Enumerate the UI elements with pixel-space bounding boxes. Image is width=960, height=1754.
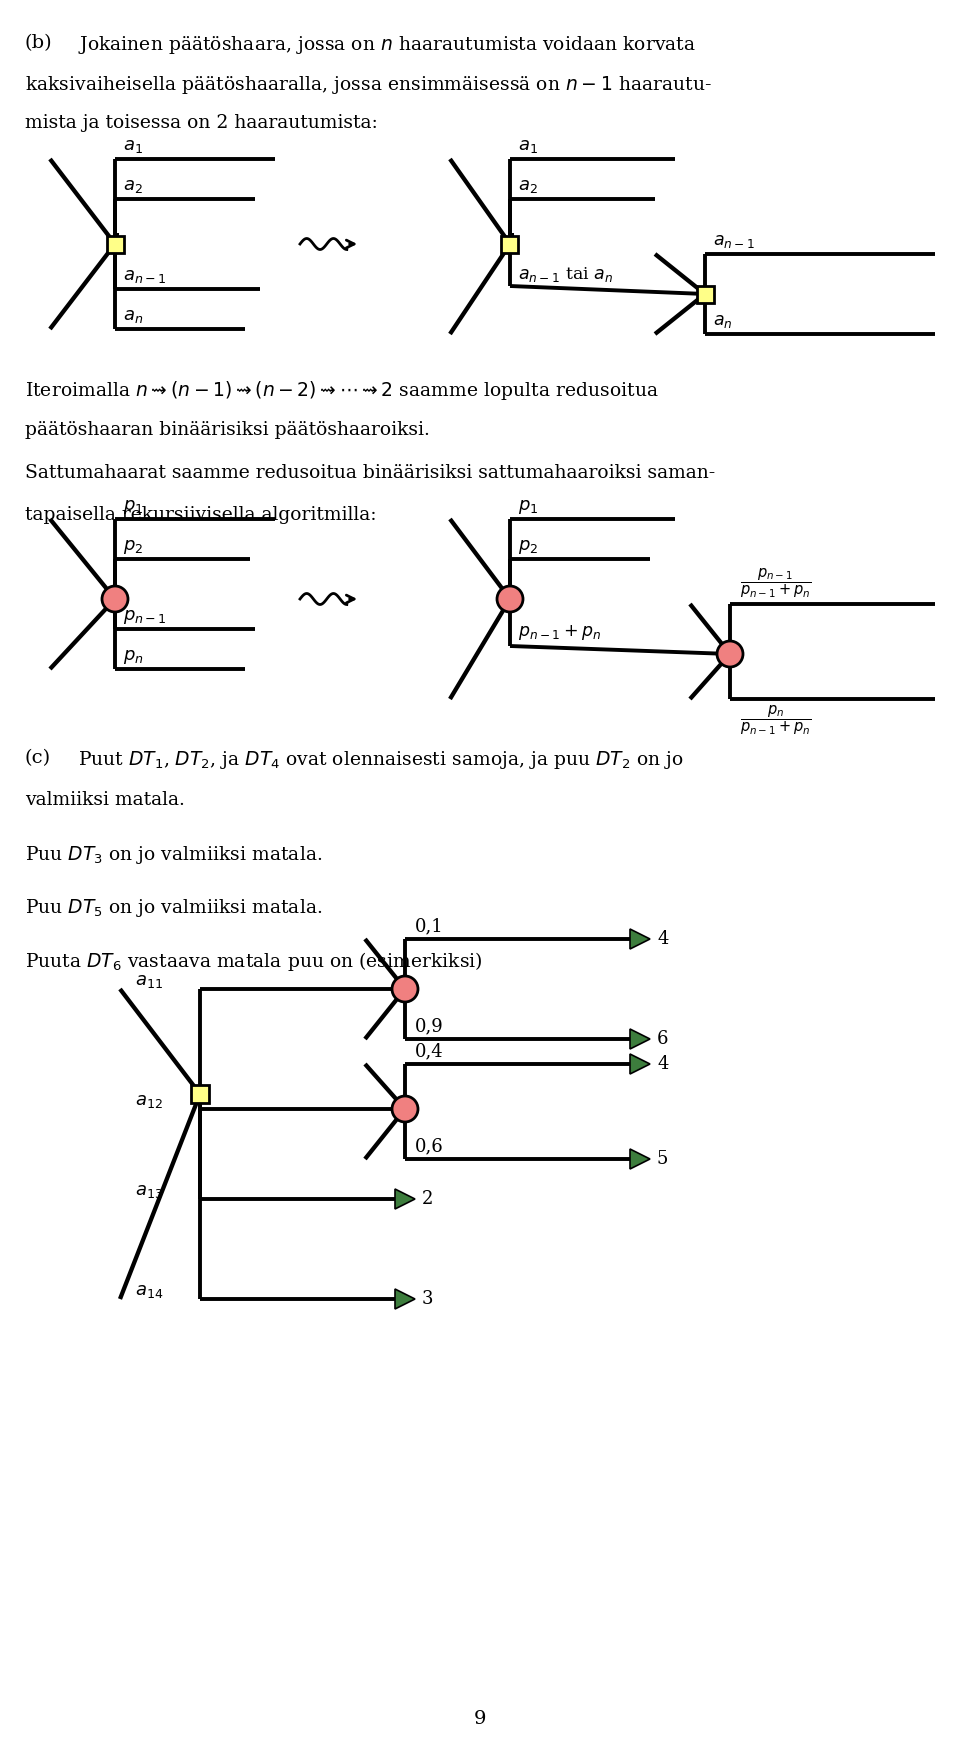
Text: 0,4: 0,4: [415, 1042, 444, 1059]
Text: $p_2$: $p_2$: [518, 538, 539, 556]
Text: $p_{n-1}$: $p_{n-1}$: [123, 609, 167, 626]
Text: kaksivaiheisella päätöshaaralla, jossa ensimmäisessä on $n-1$ haarautu-: kaksivaiheisella päätöshaaralla, jossa e…: [25, 74, 712, 96]
Text: $p_1$: $p_1$: [123, 498, 143, 516]
Text: 5: 5: [657, 1151, 668, 1168]
Text: $\vdots$: $\vdots$: [500, 588, 516, 610]
Polygon shape: [630, 1054, 650, 1073]
Text: 2: 2: [422, 1189, 433, 1209]
Text: $p_{n-1}+p_n$: $p_{n-1}+p_n$: [518, 623, 601, 642]
Text: 0,9: 0,9: [415, 1017, 444, 1035]
Text: $a_1$: $a_1$: [518, 137, 538, 154]
Text: $\vdots$: $\vdots$: [106, 233, 121, 256]
Text: $\dfrac{p_n}{p_{n-1}+p_n}$: $\dfrac{p_n}{p_{n-1}+p_n}$: [740, 703, 811, 737]
Text: 4: 4: [657, 930, 668, 947]
Text: Puuta $DT_6$ vastaava matala puu on (esimerkiksi): Puuta $DT_6$ vastaava matala puu on (esi…: [25, 951, 483, 973]
Text: $a_2$: $a_2$: [518, 177, 538, 195]
Text: $a_{12}$: $a_{12}$: [135, 1093, 163, 1110]
Text: $a_{n-1}$: $a_{n-1}$: [123, 267, 166, 284]
Circle shape: [392, 975, 418, 1002]
Text: (c): (c): [25, 749, 51, 766]
Text: $\dfrac{p_{n-1}}{p_{n-1}+p_n}$: $\dfrac{p_{n-1}}{p_{n-1}+p_n}$: [740, 567, 811, 600]
Text: 0,6: 0,6: [415, 1137, 444, 1154]
Text: $p_1$: $p_1$: [518, 498, 539, 516]
Bar: [107, 235, 124, 253]
Text: $p_2$: $p_2$: [123, 538, 143, 556]
Text: 9: 9: [473, 1710, 487, 1728]
Bar: [501, 235, 518, 253]
Text: $\vdots$: $\vdots$: [106, 588, 121, 610]
Text: 3: 3: [422, 1289, 434, 1308]
Polygon shape: [630, 1149, 650, 1168]
Text: 0,1: 0,1: [415, 917, 444, 935]
Text: Sattumahaarat saamme redusoitua binäärisiksi sattumahaaroiksi saman-: Sattumahaarat saamme redusoitua binääris…: [25, 465, 715, 482]
Text: tapaisella rekursiivisella algoritmilla:: tapaisella rekursiivisella algoritmilla:: [25, 505, 376, 524]
Circle shape: [102, 586, 128, 612]
Polygon shape: [395, 1189, 415, 1209]
Text: Puu $DT_5$ on jo valmiiksi matala.: Puu $DT_5$ on jo valmiiksi matala.: [25, 896, 323, 919]
Polygon shape: [395, 1289, 415, 1308]
Text: $a_2$: $a_2$: [123, 177, 143, 195]
Text: Iteroimalla $n \leadsto (n-1) \leadsto (n-2) \leadsto \cdots \leadsto 2$ saamme : Iteroimalla $n \leadsto (n-1) \leadsto (…: [25, 379, 659, 402]
Circle shape: [497, 586, 523, 612]
Text: $a_{13}$: $a_{13}$: [135, 1182, 163, 1200]
Text: $a_{n-1}$ tai $a_n$: $a_{n-1}$ tai $a_n$: [518, 265, 613, 284]
Circle shape: [392, 1096, 418, 1123]
Polygon shape: [630, 930, 650, 949]
Text: $\vdots$: $\vdots$: [500, 233, 516, 256]
Text: Puut $DT_1$, $DT_2$, ja $DT_4$ ovat olennaisesti samoja, ja puu $DT_2$ on jo: Puut $DT_1$, $DT_2$, ja $DT_4$ ovat olen…: [78, 749, 684, 772]
Bar: [191, 1086, 209, 1103]
Text: 4: 4: [657, 1054, 668, 1073]
Text: Puu $DT_3$ on jo valmiiksi matala.: Puu $DT_3$ on jo valmiiksi matala.: [25, 844, 323, 866]
Text: 6: 6: [657, 1030, 668, 1047]
Text: $a_n$: $a_n$: [713, 312, 732, 330]
Text: $a_n$: $a_n$: [123, 307, 143, 324]
Text: $a_{11}$: $a_{11}$: [135, 972, 163, 989]
Text: $a_{14}$: $a_{14}$: [135, 1282, 163, 1300]
Text: (b): (b): [25, 33, 53, 53]
Circle shape: [717, 640, 743, 667]
Text: päätöshaaran binäärisiksi päätöshaaroiksi.: päätöshaaran binäärisiksi päätöshaaroiks…: [25, 421, 430, 438]
Text: $p_n$: $p_n$: [123, 647, 144, 667]
Text: mista ja toisessa on 2 haarautumista:: mista ja toisessa on 2 haarautumista:: [25, 114, 377, 132]
Bar: [697, 286, 713, 302]
Text: $a_1$: $a_1$: [123, 137, 143, 154]
Text: valmiiksi matala.: valmiiksi matala.: [25, 791, 185, 809]
Text: $a_{n-1}$: $a_{n-1}$: [713, 233, 755, 251]
Polygon shape: [630, 1030, 650, 1049]
Text: Jokainen päätöshaara, jossa on $n$ haarautumista voidaan korvata: Jokainen päätöshaara, jossa on $n$ haara…: [78, 33, 696, 56]
